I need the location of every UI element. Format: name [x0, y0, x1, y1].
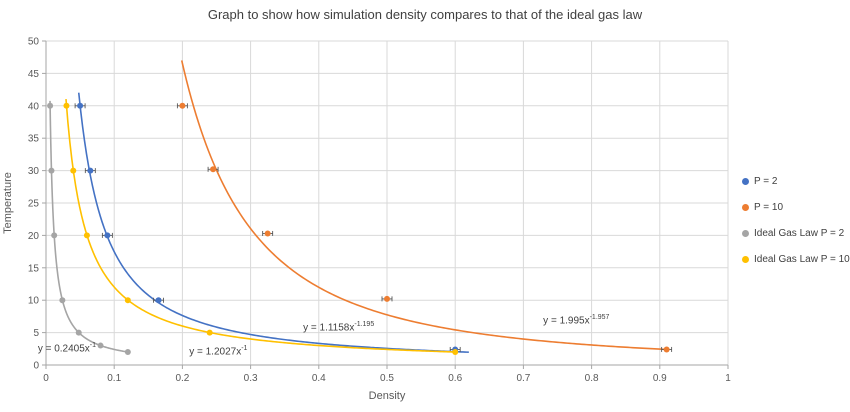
data-point[interactable]: [264, 230, 271, 237]
data-point[interactable]: [63, 102, 70, 109]
series-p-2[interactable]: [74, 92, 469, 353]
data-point[interactable]: [83, 232, 90, 239]
y-tick-label: 25: [28, 199, 40, 210]
series-p-10[interactable]: [176, 60, 673, 353]
y-tick-label: 30: [28, 166, 40, 177]
x-tick-label: 0.8: [585, 373, 599, 384]
x-tick-label: 0.7: [516, 373, 530, 384]
data-point[interactable]: [104, 232, 111, 239]
y-tick-label: 0: [33, 361, 39, 372]
legend-item-ideal-gas-law-p-10[interactable]: Ideal Gas Law P = 10: [742, 254, 850, 265]
data-point[interactable]: [77, 102, 84, 109]
series-ideal-gas-law-p-10[interactable]: [63, 98, 459, 356]
data-point[interactable]: [663, 346, 670, 353]
legend-label: Ideal Gas Law P = 10: [754, 254, 850, 265]
data-point[interactable]: [87, 167, 94, 174]
y-tick-label: 10: [28, 296, 40, 307]
data-point[interactable]: [124, 349, 131, 356]
data-point[interactable]: [47, 102, 54, 109]
trendline-ideal-gas-law-p-10[interactable]: [65, 98, 456, 353]
legend-marker-icon: [742, 230, 749, 237]
y-tick-label: 15: [28, 263, 40, 274]
x-tick-label: 0.4: [312, 373, 326, 384]
x-tick-label: 0.2: [175, 373, 189, 384]
x-tick-label: 0.1: [107, 373, 121, 384]
data-point[interactable]: [210, 166, 217, 173]
data-point[interactable]: [75, 329, 82, 336]
data-point[interactable]: [155, 297, 162, 304]
legend: P = 2 P = 10 Ideal Gas Law P = 2 Ideal Gas …: [742, 176, 850, 280]
data-point[interactable]: [97, 342, 104, 349]
y-tick-label: 50: [28, 37, 40, 48]
legend-label: P = 2: [754, 176, 778, 187]
data-point[interactable]: [384, 295, 390, 302]
data-point[interactable]: [452, 349, 459, 356]
axes: 0 5 10 15 20 25 30 35 40 45 50 0 0.1 0.2 0.3 0.4 0.5 0.6 0…: [28, 37, 731, 385]
trendline-equation: y = 1.2027x-1: [189, 344, 248, 358]
legend-label: P = 10: [754, 202, 784, 213]
x-tick-label: 0.5: [380, 373, 394, 384]
x-axis-title: Density: [368, 390, 406, 402]
trendline-p-10[interactable]: [180, 60, 667, 351]
data-point[interactable]: [124, 297, 131, 304]
x-tick-label: 0.9: [653, 373, 667, 384]
legend-marker-icon: [742, 256, 749, 263]
y-tick-label: 45: [28, 69, 40, 80]
trendline-equation: y = 0.2405x-1: [37, 342, 97, 355]
data-point[interactable]: [59, 297, 66, 304]
legend-item-p-10[interactable]: P = 10: [742, 202, 850, 213]
data-point[interactable]: [179, 102, 186, 109]
x-tick-label: 1: [725, 373, 731, 384]
legend-item-ideal-gas-law-p-2[interactable]: Ideal Gas Law P = 2: [742, 228, 850, 239]
x-tick-label: 0.3: [244, 373, 258, 384]
trendline-p-2[interactable]: [77, 92, 469, 353]
y-tick-label: 20: [28, 231, 40, 242]
legend-label: Ideal Gas Law P = 2: [754, 228, 845, 239]
y-tick-label: 40: [28, 101, 40, 112]
y-tick-label: 35: [28, 134, 40, 145]
data-point[interactable]: [48, 167, 55, 174]
trendline-equation: y = 1.1158x-1.195: [303, 321, 375, 334]
x-tick-label: 0: [43, 373, 49, 384]
data-point[interactable]: [70, 167, 77, 174]
data-point[interactable]: [206, 329, 213, 336]
trendline-equation: y = 1.995x-1.957: [543, 313, 610, 326]
series-ideal-gas-law-p-2[interactable]: [47, 100, 131, 356]
chart-title: Graph to show how simulation density com…: [207, 7, 643, 22]
y-tick-label: 5: [33, 328, 39, 339]
gridlines: [46, 40, 729, 365]
legend-marker-icon: [742, 178, 749, 185]
y-axis-title: Temperature: [2, 172, 14, 234]
legend-item-p-2[interactable]: P = 2: [742, 176, 850, 187]
x-tick-label: 0.6: [448, 373, 462, 384]
legend-marker-icon: [742, 204, 749, 211]
data-point[interactable]: [51, 232, 58, 239]
